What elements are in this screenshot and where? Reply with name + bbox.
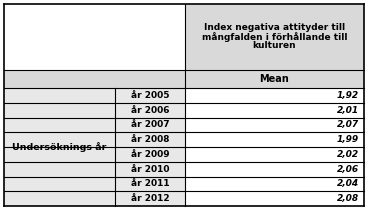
Text: år 2010: år 2010 [131, 165, 169, 174]
Text: år 2011: år 2011 [131, 179, 169, 188]
Text: år 2007: år 2007 [131, 120, 169, 129]
Bar [4, 4, 185, 70]
Text: år 2009: år 2009 [131, 150, 169, 159]
Text: kulturen: kulturen [253, 42, 296, 50]
Text: 2,04: 2,04 [337, 179, 359, 188]
Bar [185, 4, 364, 70]
Text: 2,06: 2,06 [337, 165, 359, 174]
Text: Mean: Mean [260, 74, 289, 84]
Text: Index negativa attityder till: Index negativa attityder till [204, 24, 345, 33]
Text: 1,92: 1,92 [337, 91, 359, 100]
Bar [185, 88, 364, 206]
Text: år 2005: år 2005 [131, 91, 169, 100]
Text: mångfalden i förhållande till: mångfalden i förhållande till [202, 32, 347, 42]
Text: år 2008: år 2008 [131, 135, 169, 144]
Text: 2,07: 2,07 [337, 120, 359, 129]
Text: 1,99: 1,99 [337, 135, 359, 144]
Bar [4, 88, 185, 206]
Text: år 2006: år 2006 [131, 106, 169, 115]
Bar [4, 70, 364, 88]
Text: Undersöknings år: Undersöknings år [12, 142, 107, 152]
Text: 2,08: 2,08 [337, 194, 359, 203]
Text: år 2012: år 2012 [131, 194, 169, 203]
Text: 2,02: 2,02 [337, 150, 359, 159]
Text: 2,01: 2,01 [337, 106, 359, 115]
